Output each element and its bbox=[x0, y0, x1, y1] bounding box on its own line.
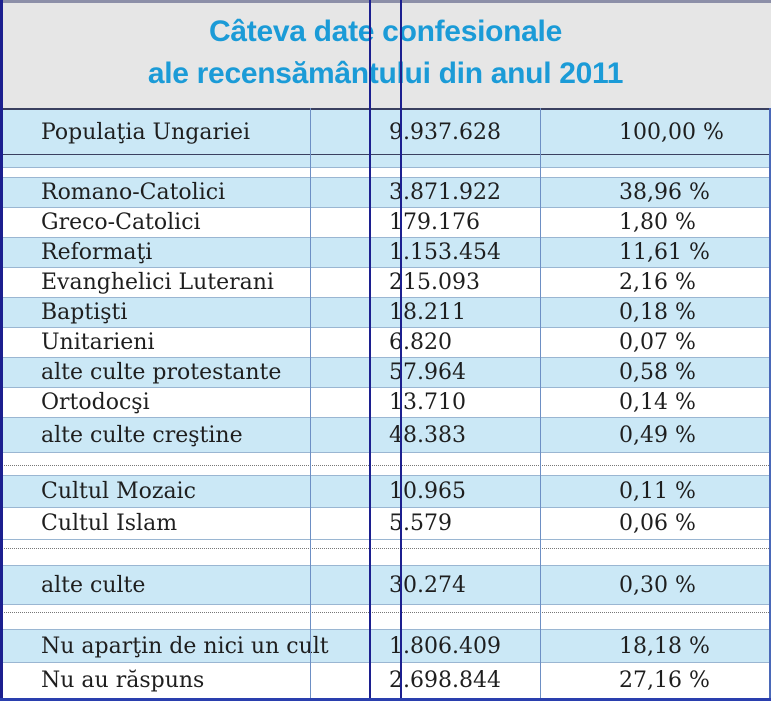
table-row: Nu au răspuns 2.698.844 27,16 % bbox=[0, 663, 771, 698]
title-line-1: Câteva date confesionale bbox=[209, 15, 562, 48]
row-label: alte culte bbox=[41, 572, 146, 598]
row-percent: 0,07 % bbox=[619, 330, 696, 355]
row-percent: 0,11 % bbox=[619, 479, 696, 504]
row-label: Cultul Islam bbox=[41, 511, 178, 536]
row-value: 9.937.628 bbox=[389, 119, 501, 145]
row-label: Nu aparţin de nici un cult bbox=[41, 633, 329, 659]
row-percent: 100,00 % bbox=[619, 119, 724, 145]
table-row: Greco-Catolici 179.176 1,80 % bbox=[0, 208, 771, 238]
row-percent: 0,18 % bbox=[619, 300, 696, 325]
row-value: 179.176 bbox=[389, 210, 480, 235]
row-percent: 0,06 % bbox=[619, 511, 696, 536]
row-value: 1.153.454 bbox=[389, 240, 501, 265]
spacer-row bbox=[0, 605, 771, 630]
table-row: alte culte 30.274 0,30 % bbox=[0, 566, 771, 605]
row-percent: 2,16 % bbox=[619, 270, 696, 295]
table-row: alte culte creştine 48.383 0,49 % bbox=[0, 418, 771, 453]
table-row: Nu aparţin de nici un cult 1.806.409 18,… bbox=[0, 630, 771, 663]
row-label: Nu au răspuns bbox=[41, 668, 205, 693]
row-label: Baptişti bbox=[41, 300, 128, 325]
row-percent: 38,96 % bbox=[619, 180, 710, 205]
row-label: Romano-Catolici bbox=[41, 180, 226, 205]
table-row: Baptişti 18.211 0,18 % bbox=[0, 298, 771, 328]
title-line-2: ale recensământului din anul 2011 bbox=[147, 57, 624, 90]
row-percent: 1,80 % bbox=[619, 210, 696, 235]
left-border bbox=[0, 0, 3, 701]
row-percent: 18,18 % bbox=[619, 633, 710, 659]
bottom-border bbox=[0, 698, 771, 701]
table-row: Reformaţi 1.153.454 11,61 % bbox=[0, 238, 771, 268]
column-divider bbox=[310, 108, 311, 701]
row-value: 1.806.409 bbox=[389, 633, 501, 659]
spacer-row bbox=[0, 453, 771, 476]
row-label: alte culte creştine bbox=[41, 422, 243, 448]
row-percent: 0,58 % bbox=[619, 360, 696, 385]
row-percent: 0,49 % bbox=[619, 422, 696, 448]
row-percent: 0,30 % bbox=[619, 572, 696, 598]
dotted-separator bbox=[0, 465, 771, 466]
column-divider bbox=[540, 108, 541, 701]
row-label: Ortodocşi bbox=[41, 390, 150, 415]
table-row: Cultul Mozaic 10.965 0,11 % bbox=[0, 476, 771, 508]
guide-line bbox=[369, 0, 371, 701]
right-border bbox=[769, 108, 771, 701]
row-value: 6.820 bbox=[389, 330, 452, 355]
row-label: Populaţia Ungariei bbox=[41, 119, 251, 145]
guide-line bbox=[400, 0, 402, 701]
row-percent: 27,16 % bbox=[619, 668, 710, 693]
row-value: 2.698.844 bbox=[389, 668, 501, 693]
header-divider bbox=[0, 108, 771, 110]
table-row-total: Populaţia Ungariei 9.937.628 100,00 % bbox=[0, 110, 771, 154]
row-label: Cultul Mozaic bbox=[41, 479, 196, 504]
dotted-separator bbox=[0, 548, 771, 549]
table-row: Unitarieni 6.820 0,07 % bbox=[0, 328, 771, 358]
table-row: Cultul Islam 5.579 0,06 % bbox=[0, 508, 771, 540]
spacer-row bbox=[0, 540, 771, 566]
spacer-row bbox=[0, 155, 771, 168]
total-divider bbox=[0, 154, 771, 155]
row-percent: 0,14 % bbox=[619, 390, 696, 415]
table-row: Evanghelici Luterani 215.093 2,16 % bbox=[0, 268, 771, 298]
table-header: Câteva date confesionale ale recensământ… bbox=[0, 0, 771, 108]
row-value: 215.093 bbox=[389, 270, 480, 295]
table-row: Ortodocşi 13.710 0,14 % bbox=[0, 388, 771, 418]
row-label: Greco-Catolici bbox=[41, 210, 201, 235]
row-label: alte culte protestante bbox=[41, 360, 282, 385]
row-label: Reformaţi bbox=[41, 240, 153, 265]
row-label: Evanghelici Luterani bbox=[41, 270, 274, 295]
row-value: 5.579 bbox=[389, 511, 452, 536]
table-row: alte culte protestante 57.964 0,58 % bbox=[0, 358, 771, 388]
spacer-row bbox=[0, 168, 771, 178]
table-row: Romano-Catolici 3.871.922 38,96 % bbox=[0, 178, 771, 208]
row-percent: 11,61 % bbox=[619, 240, 710, 265]
row-label: Unitarieni bbox=[41, 330, 155, 355]
row-value: 3.871.922 bbox=[389, 180, 501, 205]
dotted-separator bbox=[0, 612, 771, 613]
